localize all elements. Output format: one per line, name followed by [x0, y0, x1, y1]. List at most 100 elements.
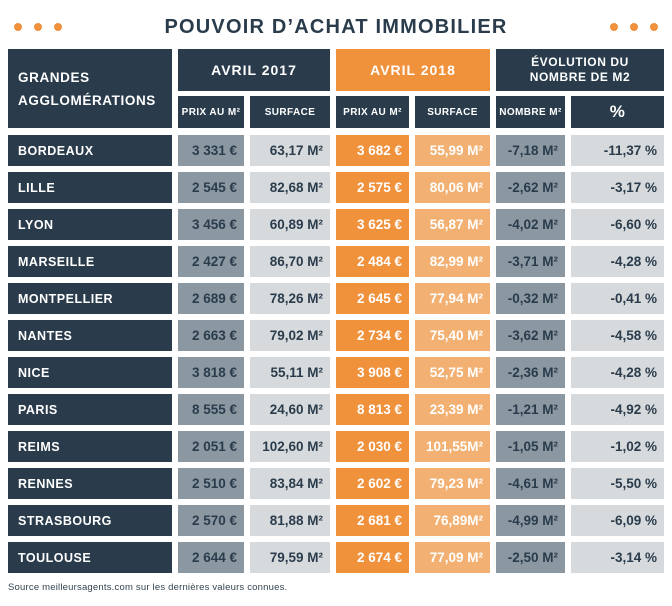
surface-2017-value: 79,02 M²: [250, 320, 330, 351]
city-label: LYON: [8, 209, 172, 240]
price-2017-value: 2 427 €: [178, 246, 244, 277]
city-label: BORDEAUX: [8, 135, 172, 166]
price-2018-value: 2 681 €: [336, 505, 409, 536]
evolution-pct-value: -3,17 %: [571, 172, 664, 203]
column-header-nombre-m2: NOMBRE M²: [496, 96, 565, 128]
price-2017-value: 3 456 €: [178, 209, 244, 240]
surface-2018-value: 82,99 M²: [415, 246, 490, 277]
surface-2017-value: 63,17 M²: [250, 135, 330, 166]
row-header-title: GRANDES AGGLOMÉRATIONS: [8, 49, 172, 128]
surface-2018-value: 80,06 M²: [415, 172, 490, 203]
surface-2017-value: 86,70 M²: [250, 246, 330, 277]
column-header-surface-2018: SURFACE: [415, 96, 490, 128]
surface-2017-value: 79,59 M²: [250, 542, 330, 573]
price-2018-value: 2 575 €: [336, 172, 409, 203]
group-header-evolution-line1: ÉVOLUTION DU: [531, 54, 629, 69]
evolution-pct-value: -0,41 %: [571, 283, 664, 314]
surface-2018-value: 75,40 M²: [415, 320, 490, 351]
price-2017-value: 2 663 €: [178, 320, 244, 351]
column-header-surface-2017: SURFACE: [250, 96, 330, 128]
evolution-m2-value: -2,62 M²: [496, 172, 565, 203]
evolution-m2-value: -3,71 M²: [496, 246, 565, 277]
price-2017-value: 3 331 €: [178, 135, 244, 166]
surface-2018-value: 79,23 M²: [415, 468, 490, 499]
evolution-m2-value: -1,05 M²: [496, 431, 565, 462]
column-header-percent: %: [571, 96, 664, 128]
city-label: STRASBOURG: [8, 505, 172, 536]
dot-icon: [610, 23, 618, 31]
dot-icon: [14, 23, 22, 31]
group-header-avril-2018: AVRIL 2018: [336, 49, 490, 91]
surface-2018-value: 56,87 M²: [415, 209, 490, 240]
surface-2017-value: 81,88 M²: [250, 505, 330, 536]
dot-icon: [34, 23, 42, 31]
price-2018-value: 2 734 €: [336, 320, 409, 351]
evolution-pct-value: -4,58 %: [571, 320, 664, 351]
price-2018-value: 8 813 €: [336, 394, 409, 425]
surface-2018-value: 55,99 M²: [415, 135, 490, 166]
evolution-pct-value: -6,60 %: [571, 209, 664, 240]
evolution-m2-value: -1,21 M²: [496, 394, 565, 425]
city-label: MONTPELLIER: [8, 283, 172, 314]
evolution-pct-value: -5,50 %: [571, 468, 664, 499]
evolution-pct-value: -6,09 %: [571, 505, 664, 536]
evolution-m2-value: -4,99 M²: [496, 505, 565, 536]
row-header-line1: GRANDES: [18, 69, 90, 85]
dot-icon: [630, 23, 638, 31]
evolution-m2-value: -7,18 M²: [496, 135, 565, 166]
evolution-m2-value: -4,02 M²: [496, 209, 565, 240]
row-header-line2: AGGLOMÉRATIONS: [18, 92, 156, 108]
city-label: LILLE: [8, 172, 172, 203]
price-2017-value: 2 051 €: [178, 431, 244, 462]
source-note: Source meilleursagents.com sur les derni…: [8, 582, 288, 593]
price-2017-value: 8 555 €: [178, 394, 244, 425]
surface-2017-value: 55,11 M²: [250, 357, 330, 388]
decorative-dots-left: [14, 23, 62, 31]
city-label: NANTES: [8, 320, 172, 351]
price-2018-value: 3 625 €: [336, 209, 409, 240]
city-label: REIMS: [8, 431, 172, 462]
surface-2018-value: 101,55M²: [415, 431, 490, 462]
surface-2018-value: 76,89M²: [415, 505, 490, 536]
group-header-evolution: ÉVOLUTION DU NOMBRE DE M2: [496, 49, 664, 91]
column-header-prix-2018: PRIX AU M²: [336, 96, 409, 128]
surface-2017-value: 83,84 M²: [250, 468, 330, 499]
evolution-pct-value: -4,28 %: [571, 357, 664, 388]
surface-2017-value: 24,60 M²: [250, 394, 330, 425]
surface-2018-value: 52,75 M²: [415, 357, 490, 388]
evolution-pct-value: -4,28 %: [571, 246, 664, 277]
evolution-pct-value: -4,92 %: [571, 394, 664, 425]
price-2018-value: 2 030 €: [336, 431, 409, 462]
table-body: BORDEAUX 3 331 € 63,17 M² 3 682 € 55,99 …: [8, 135, 664, 573]
city-label: NICE: [8, 357, 172, 388]
title-bar: POUVOIR D’ACHAT IMMOBILIER: [0, 13, 672, 41]
price-2017-value: 3 818 €: [178, 357, 244, 388]
surface-2018-value: 77,09 M²: [415, 542, 490, 573]
surface-2017-value: 102,60 M²: [250, 431, 330, 462]
dot-icon: [54, 23, 62, 31]
price-2017-value: 2 545 €: [178, 172, 244, 203]
group-header-avril-2017: AVRIL 2017: [178, 49, 330, 91]
page-title: POUVOIR D’ACHAT IMMOBILIER: [164, 15, 508, 38]
price-2018-value: 2 602 €: [336, 468, 409, 499]
surface-2017-value: 60,89 M²: [250, 209, 330, 240]
price-2018-value: 2 674 €: [336, 542, 409, 573]
price-2017-value: 2 570 €: [178, 505, 244, 536]
group-header-evolution-line2: NOMBRE DE M2: [529, 70, 631, 84]
city-label: MARSEILLE: [8, 246, 172, 277]
price-2018-value: 2 645 €: [336, 283, 409, 314]
price-2018-value: 3 908 €: [336, 357, 409, 388]
evolution-m2-value: -0,32 M²: [496, 283, 565, 314]
evolution-m2-value: -3,62 M²: [496, 320, 565, 351]
table-header: GRANDES AGGLOMÉRATIONS AVRIL 2017 AVRIL …: [8, 49, 664, 128]
evolution-pct-value: -11,37 %: [571, 135, 664, 166]
city-label: PARIS: [8, 394, 172, 425]
city-label: RENNES: [8, 468, 172, 499]
evolution-pct-value: -3,14 %: [571, 542, 664, 573]
surface-2017-value: 78,26 M²: [250, 283, 330, 314]
evolution-pct-value: -1,02 %: [571, 431, 664, 462]
evolution-m2-value: -2,36 M²: [496, 357, 565, 388]
surface-2018-value: 77,94 M²: [415, 283, 490, 314]
decorative-dots-right: [610, 23, 658, 31]
evolution-m2-value: -4,61 M²: [496, 468, 565, 499]
